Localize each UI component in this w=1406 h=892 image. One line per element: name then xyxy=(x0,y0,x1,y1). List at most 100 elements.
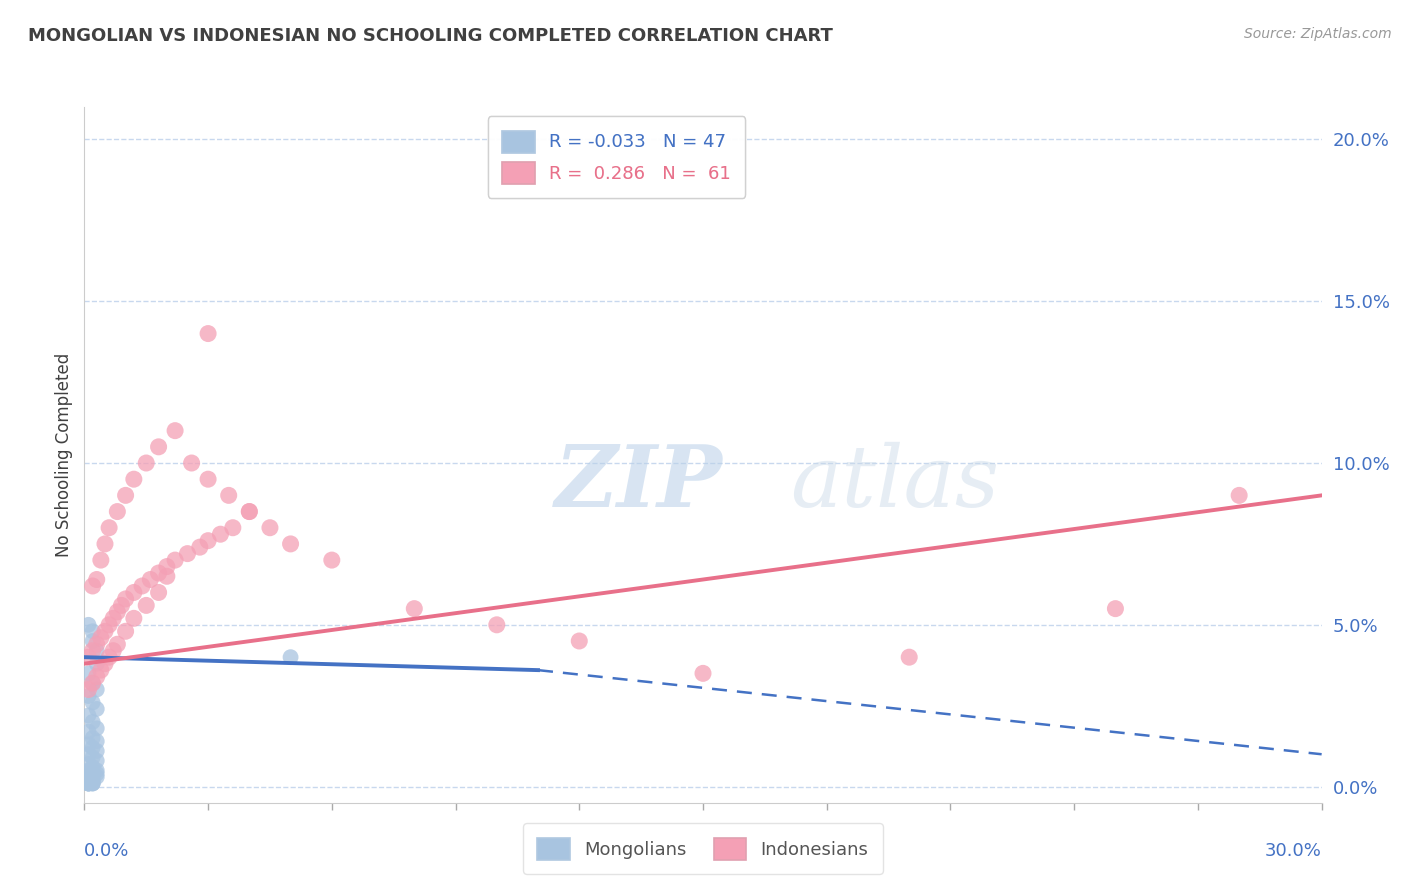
Point xyxy=(82,714,104,729)
Point xyxy=(148,440,170,454)
Point xyxy=(77,776,100,790)
Point xyxy=(77,756,100,771)
Point xyxy=(77,776,100,790)
Point xyxy=(82,766,104,780)
Point xyxy=(485,617,508,632)
Point xyxy=(180,456,202,470)
Point xyxy=(86,754,108,768)
Point xyxy=(77,738,100,752)
Point xyxy=(86,744,108,758)
Point xyxy=(86,670,108,684)
Point xyxy=(98,521,121,535)
Point xyxy=(82,750,104,764)
Text: Source: ZipAtlas.com: Source: ZipAtlas.com xyxy=(1244,27,1392,41)
Point xyxy=(77,770,100,784)
Point xyxy=(321,553,343,567)
Text: atlas: atlas xyxy=(790,442,998,524)
Point xyxy=(86,682,108,697)
Point xyxy=(188,540,211,554)
Point xyxy=(692,666,714,681)
Point xyxy=(82,634,104,648)
Point xyxy=(77,617,100,632)
Point xyxy=(77,773,100,788)
Point xyxy=(77,650,100,665)
Point xyxy=(1104,601,1126,615)
Point xyxy=(114,624,136,639)
Point xyxy=(197,326,219,341)
Point xyxy=(1227,488,1250,502)
Point xyxy=(280,650,302,665)
Point xyxy=(82,770,104,784)
Point xyxy=(77,724,100,739)
Point xyxy=(898,650,921,665)
Legend: R = -0.033   N = 47, R =  0.286   N =  61: R = -0.033 N = 47, R = 0.286 N = 61 xyxy=(488,116,745,198)
Point xyxy=(114,488,136,502)
Point xyxy=(165,553,187,567)
Point xyxy=(139,573,162,587)
Point xyxy=(82,776,104,790)
Point xyxy=(86,770,108,784)
Point xyxy=(86,734,108,748)
Point xyxy=(77,764,100,778)
Point xyxy=(77,708,100,723)
Point xyxy=(77,770,100,784)
Point xyxy=(238,504,260,518)
Legend: Mongolians, Indonesians: Mongolians, Indonesians xyxy=(523,823,883,874)
Point xyxy=(148,585,170,599)
Point xyxy=(77,682,100,697)
Point xyxy=(90,663,112,677)
Point xyxy=(404,601,426,615)
Point xyxy=(103,611,125,625)
Point xyxy=(82,643,104,657)
Text: 30.0%: 30.0% xyxy=(1265,842,1322,860)
Point xyxy=(94,624,117,639)
Point xyxy=(176,547,198,561)
Point xyxy=(122,472,145,486)
Point xyxy=(98,650,121,665)
Point xyxy=(82,624,104,639)
Y-axis label: No Schooling Completed: No Schooling Completed xyxy=(55,353,73,557)
Point xyxy=(77,776,100,790)
Point xyxy=(82,740,104,755)
Point xyxy=(280,537,302,551)
Point xyxy=(82,579,104,593)
Point xyxy=(568,634,591,648)
Point xyxy=(77,747,100,762)
Point xyxy=(77,776,100,790)
Point xyxy=(90,553,112,567)
Point xyxy=(82,773,104,788)
Point xyxy=(90,631,112,645)
Point xyxy=(82,773,104,788)
Point xyxy=(82,731,104,745)
Point xyxy=(135,599,157,613)
Point xyxy=(110,599,132,613)
Point xyxy=(82,676,104,690)
Point xyxy=(105,637,128,651)
Point xyxy=(197,472,219,486)
Point xyxy=(259,521,281,535)
Point xyxy=(156,559,179,574)
Point xyxy=(82,760,104,774)
Point xyxy=(209,527,232,541)
Point xyxy=(105,504,128,518)
Point xyxy=(82,696,104,710)
Point xyxy=(105,605,128,619)
Point xyxy=(122,585,145,599)
Point xyxy=(197,533,219,548)
Point xyxy=(86,643,108,657)
Point xyxy=(94,537,117,551)
Text: 0.0%: 0.0% xyxy=(84,842,129,860)
Point xyxy=(218,488,240,502)
Point xyxy=(77,776,100,790)
Point xyxy=(82,776,104,790)
Point xyxy=(156,569,179,583)
Point xyxy=(86,702,108,716)
Point xyxy=(165,424,187,438)
Point xyxy=(86,573,108,587)
Point xyxy=(114,591,136,606)
Point xyxy=(82,676,104,690)
Point xyxy=(94,657,117,671)
Point xyxy=(122,611,145,625)
Point xyxy=(103,643,125,657)
Point xyxy=(148,566,170,580)
